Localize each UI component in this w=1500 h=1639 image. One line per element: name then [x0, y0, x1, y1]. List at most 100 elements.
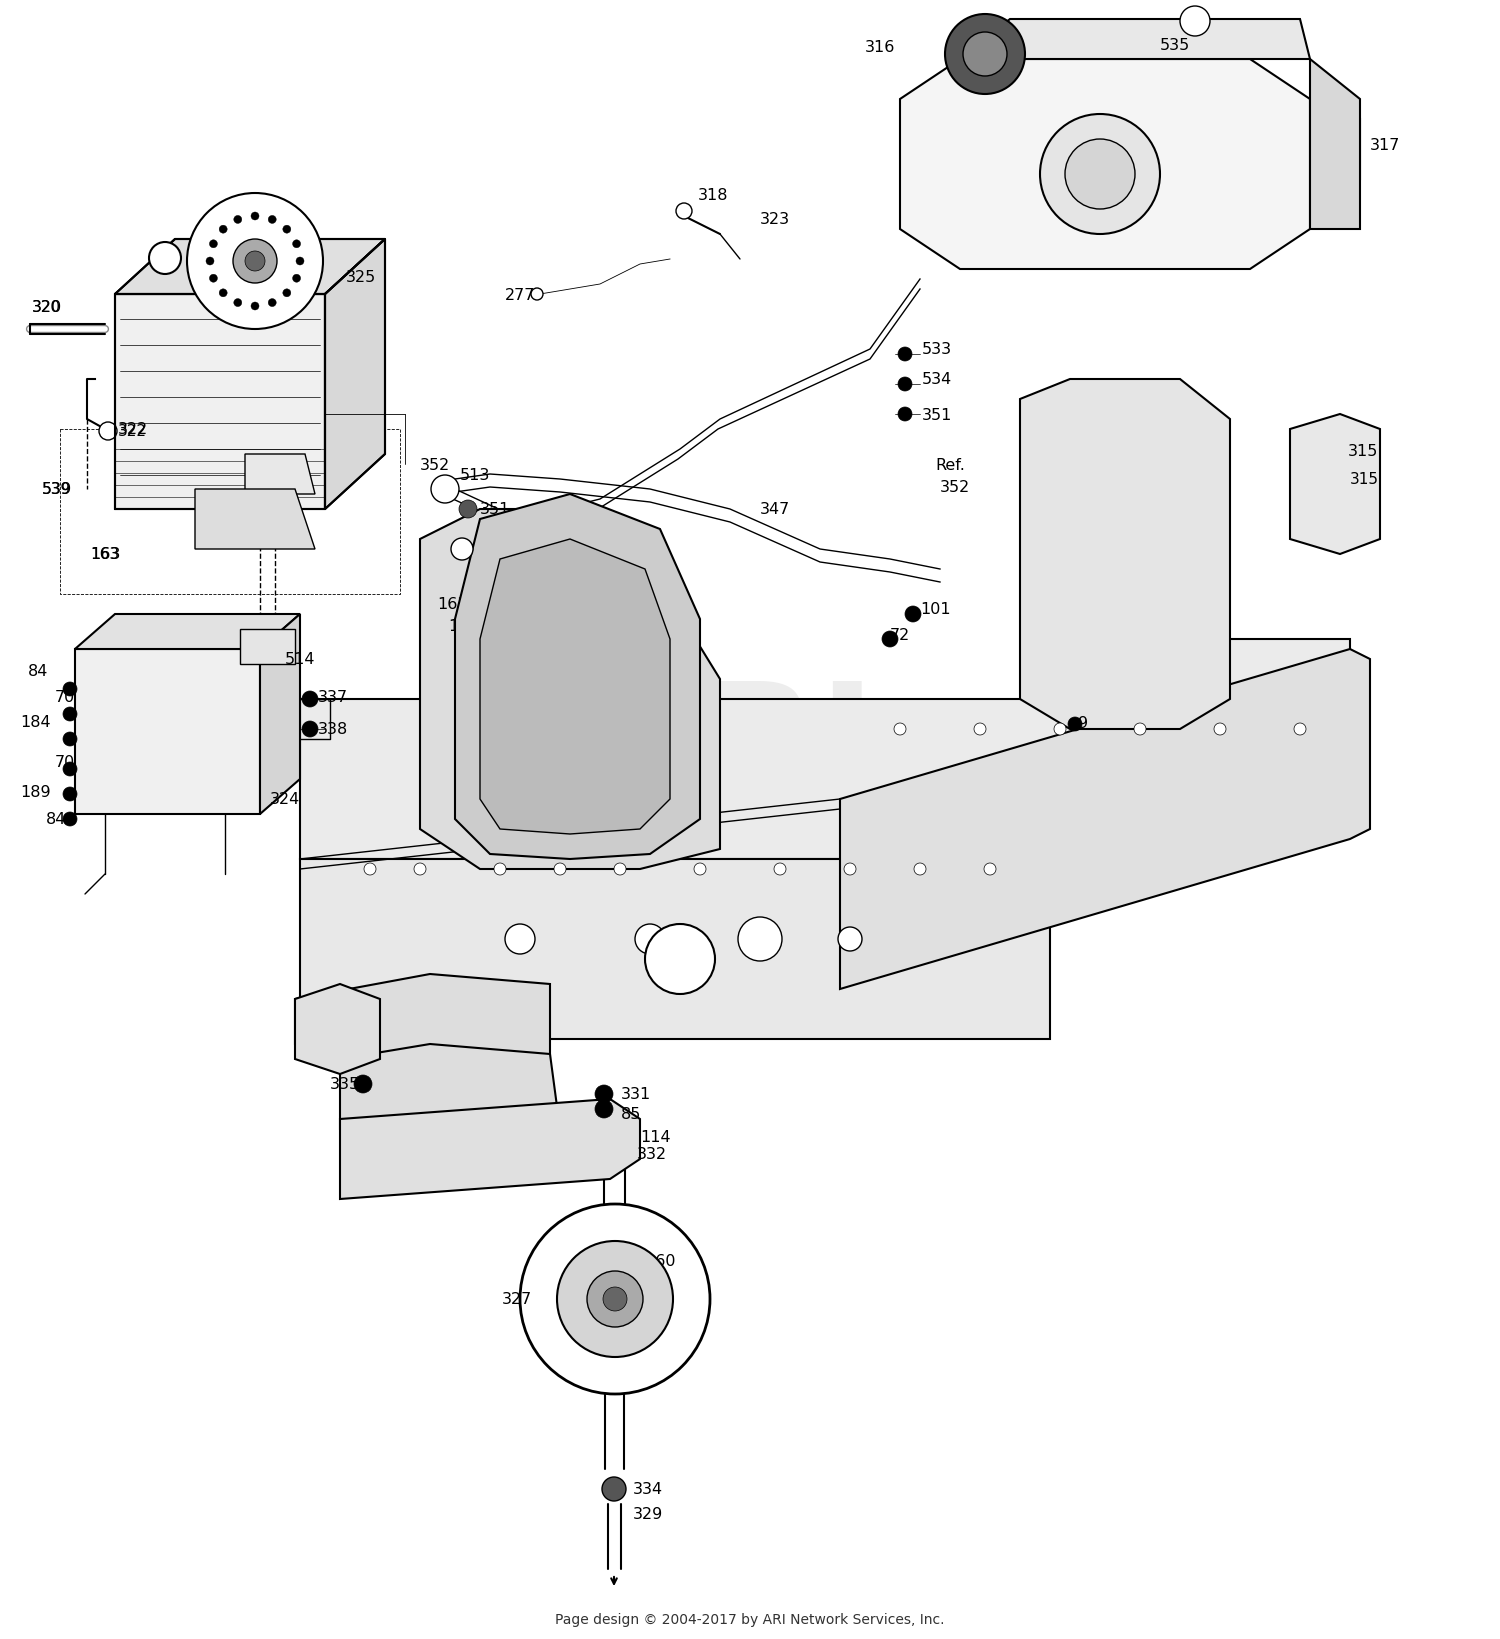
Text: 352: 352: [940, 480, 970, 495]
Circle shape: [244, 252, 266, 272]
Text: 163: 163: [90, 547, 118, 562]
Text: 325: 325: [346, 270, 376, 285]
Polygon shape: [240, 629, 296, 664]
Circle shape: [945, 15, 1024, 95]
Text: 84: 84: [46, 811, 66, 828]
Text: 323: 323: [760, 213, 790, 228]
Circle shape: [63, 762, 76, 777]
Text: 534: 534: [922, 372, 952, 387]
Circle shape: [520, 1205, 710, 1395]
Text: 335: 335: [330, 1077, 360, 1092]
Polygon shape: [260, 615, 300, 815]
Circle shape: [1054, 723, 1066, 736]
Text: 351: 351: [480, 502, 510, 518]
Circle shape: [586, 1231, 644, 1287]
Polygon shape: [454, 495, 700, 859]
Text: 184: 184: [20, 715, 51, 729]
Bar: [1080, 529, 1160, 585]
Circle shape: [268, 216, 276, 225]
Circle shape: [602, 1477, 625, 1501]
Circle shape: [364, 864, 376, 875]
Circle shape: [1214, 723, 1225, 736]
Circle shape: [894, 723, 906, 736]
Circle shape: [284, 290, 291, 298]
Polygon shape: [296, 975, 550, 1069]
Circle shape: [452, 539, 472, 561]
Text: 535: 535: [1160, 38, 1191, 52]
Circle shape: [63, 787, 76, 801]
Circle shape: [694, 864, 706, 875]
Text: 324: 324: [270, 792, 300, 806]
Circle shape: [1294, 723, 1306, 736]
Text: 315: 315: [1348, 444, 1378, 459]
Circle shape: [148, 243, 182, 275]
Text: 84: 84: [28, 664, 48, 679]
Circle shape: [234, 216, 242, 225]
Text: 351: 351: [922, 406, 952, 423]
Circle shape: [210, 241, 218, 249]
Circle shape: [634, 924, 664, 954]
Text: 332: 332: [638, 1147, 668, 1162]
Text: 347: 347: [760, 502, 790, 518]
Circle shape: [414, 864, 426, 875]
Circle shape: [284, 226, 291, 234]
Circle shape: [603, 1247, 627, 1272]
Bar: [195, 615, 214, 649]
Text: 315: 315: [1350, 472, 1378, 487]
Circle shape: [554, 864, 566, 875]
Circle shape: [219, 226, 226, 234]
Circle shape: [188, 193, 322, 329]
Circle shape: [234, 300, 242, 308]
Polygon shape: [116, 295, 326, 510]
Circle shape: [251, 213, 260, 221]
Polygon shape: [340, 1044, 560, 1144]
Polygon shape: [340, 1100, 640, 1200]
Text: 331: 331: [621, 1087, 651, 1101]
Circle shape: [556, 1241, 674, 1357]
Circle shape: [63, 813, 76, 826]
Text: 114: 114: [640, 1129, 670, 1144]
Circle shape: [1180, 7, 1210, 38]
Circle shape: [844, 864, 856, 875]
Polygon shape: [244, 454, 315, 495]
Text: 278: 278: [468, 544, 498, 559]
Text: 322: 322: [118, 425, 147, 439]
Text: 163: 163: [436, 597, 468, 611]
Circle shape: [63, 708, 76, 721]
Circle shape: [506, 924, 536, 954]
Text: 514: 514: [285, 652, 315, 667]
Text: 101: 101: [920, 602, 951, 618]
Circle shape: [232, 239, 278, 284]
Circle shape: [614, 864, 626, 875]
Circle shape: [63, 682, 76, 697]
Text: 163: 163: [90, 547, 120, 562]
Circle shape: [645, 924, 716, 995]
Bar: [1080, 620, 1160, 675]
Text: 322: 322: [118, 423, 148, 438]
Circle shape: [898, 377, 912, 392]
Circle shape: [839, 928, 862, 951]
Circle shape: [494, 864, 506, 875]
Circle shape: [963, 33, 1006, 77]
Polygon shape: [300, 859, 1050, 1039]
Text: 539: 539: [42, 482, 72, 497]
Text: 160: 160: [645, 1254, 675, 1269]
Circle shape: [984, 864, 996, 875]
Circle shape: [882, 631, 898, 647]
Polygon shape: [960, 20, 1310, 61]
Text: 513: 513: [460, 467, 490, 482]
Polygon shape: [75, 649, 260, 815]
Circle shape: [292, 241, 300, 249]
Text: 167: 167: [448, 620, 478, 634]
Text: 329: 329: [633, 1506, 663, 1521]
Text: 334: 334: [633, 1482, 663, 1496]
Text: 318: 318: [698, 187, 729, 202]
Circle shape: [296, 257, 304, 266]
Text: 338: 338: [318, 723, 348, 738]
Polygon shape: [75, 615, 300, 649]
Circle shape: [268, 300, 276, 308]
Text: 317: 317: [1370, 138, 1401, 152]
Polygon shape: [116, 239, 386, 295]
Text: Page design © 2004-2017 by ARI Network Services, Inc.: Page design © 2004-2017 by ARI Network S…: [555, 1613, 945, 1626]
Polygon shape: [195, 490, 315, 549]
